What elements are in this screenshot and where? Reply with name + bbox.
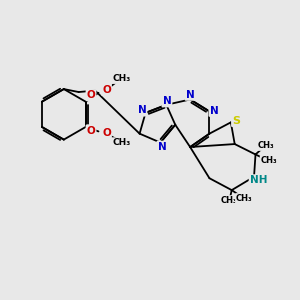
Text: CH₃: CH₃ bbox=[112, 138, 130, 147]
Text: O: O bbox=[102, 128, 111, 138]
Text: N: N bbox=[158, 142, 166, 152]
Text: N: N bbox=[186, 90, 194, 100]
Text: CH₃: CH₃ bbox=[258, 141, 274, 150]
Text: S: S bbox=[232, 116, 240, 126]
Text: O: O bbox=[87, 90, 95, 100]
Text: CH₃: CH₃ bbox=[112, 74, 130, 83]
Text: O: O bbox=[87, 125, 95, 136]
Text: N: N bbox=[163, 96, 171, 106]
Text: CH₃: CH₃ bbox=[236, 194, 253, 203]
Text: O: O bbox=[102, 85, 111, 95]
Text: CH₃: CH₃ bbox=[220, 196, 237, 205]
Text: N: N bbox=[209, 106, 218, 116]
Text: N: N bbox=[138, 106, 146, 116]
Text: NH: NH bbox=[250, 175, 267, 185]
Text: CH₃: CH₃ bbox=[261, 156, 277, 165]
